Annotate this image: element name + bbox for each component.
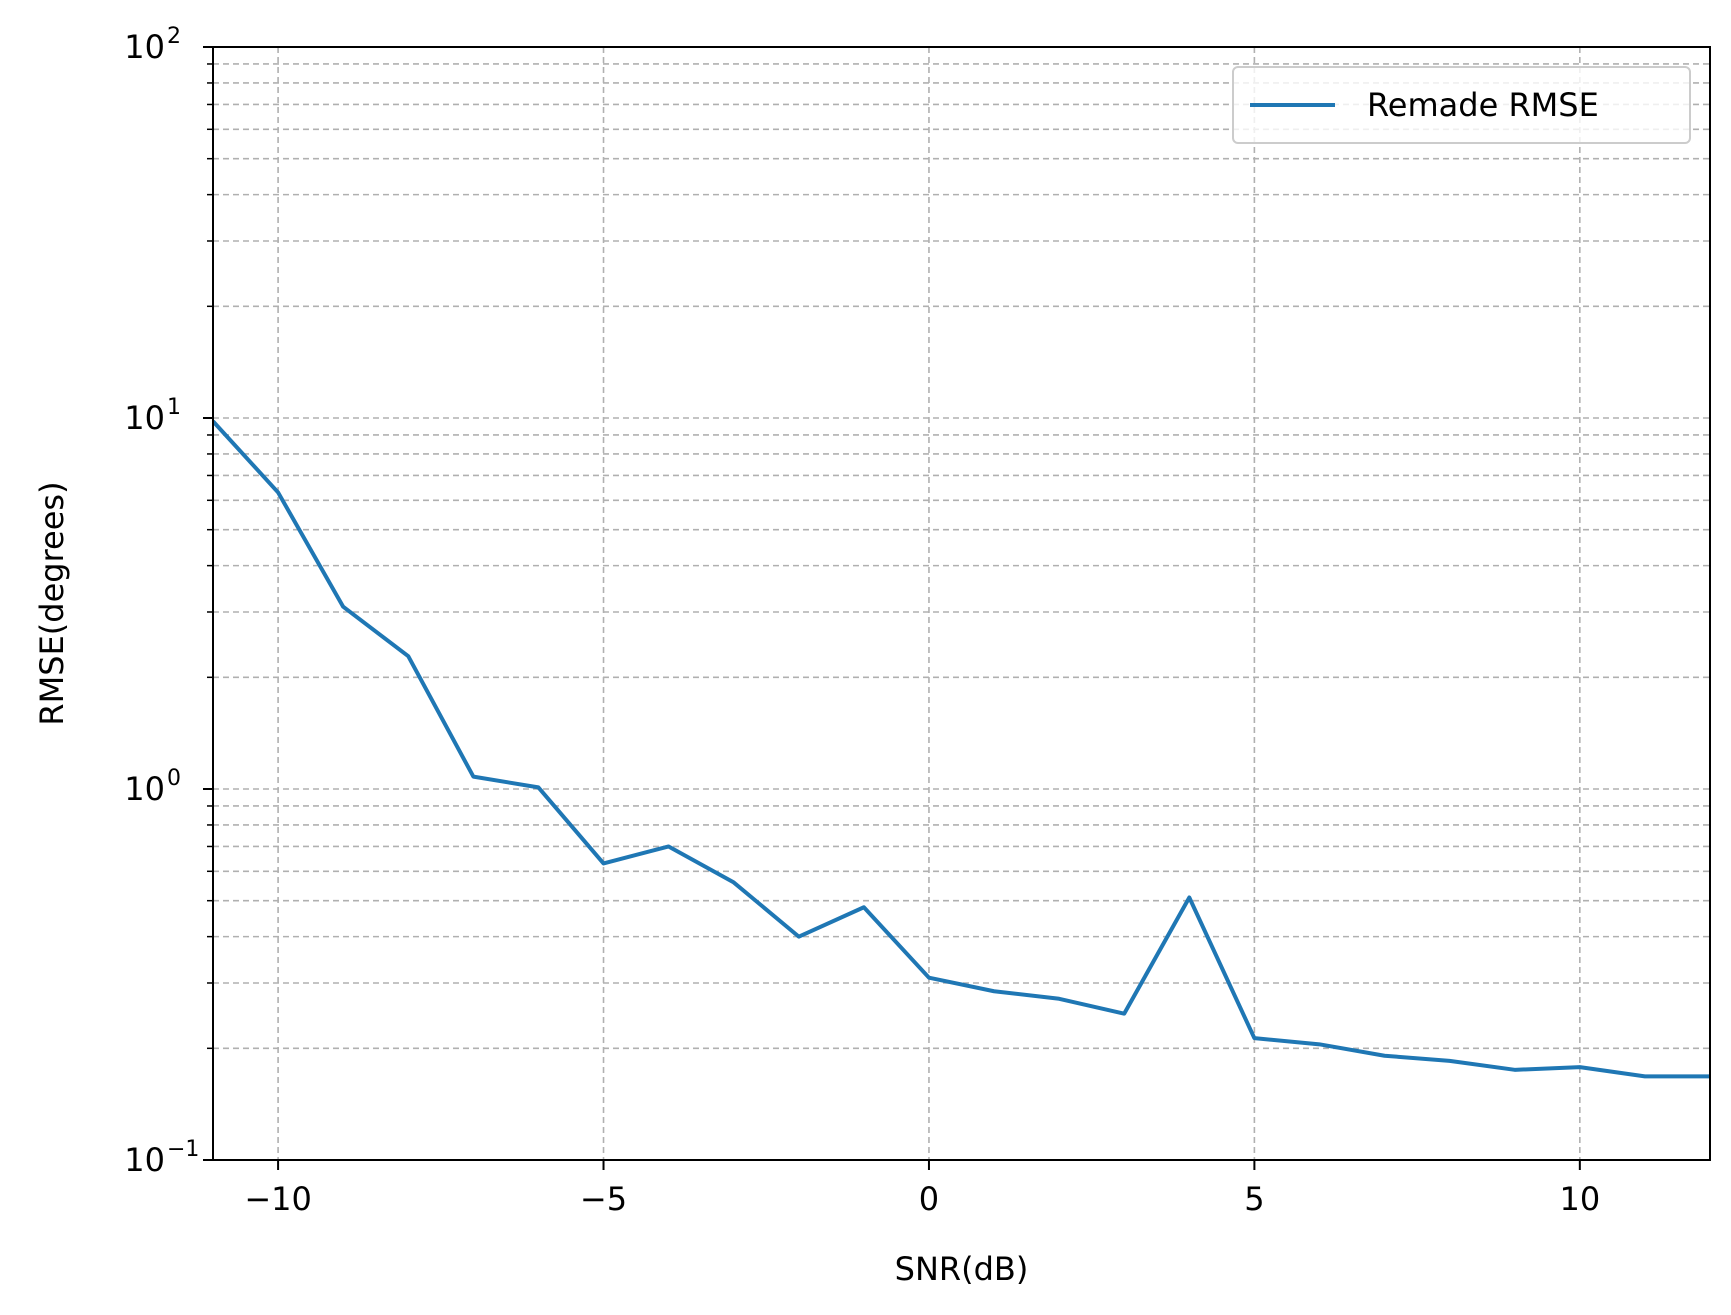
y-tick-label-exponent: 1	[167, 395, 181, 420]
y-tick-label: 10	[124, 770, 165, 808]
x-tick-label: −10	[244, 1180, 312, 1218]
x-tick-label: 5	[1244, 1180, 1264, 1218]
grid-lines	[213, 46, 1710, 1161]
y-tick-label: 10	[124, 1141, 165, 1179]
x-tick-label: 10	[1559, 1180, 1600, 1218]
x-tick-label: 0	[919, 1180, 939, 1218]
y-tick-label-exponent: 2	[167, 24, 181, 49]
y-tick-label-base: 10	[124, 770, 165, 808]
y-tick-label-base: 10	[124, 1141, 165, 1179]
x-tick-label: −5	[580, 1180, 627, 1218]
x-axis-label: SNR(dB)	[895, 1250, 1029, 1288]
legend-box	[1232, 66, 1691, 144]
y-axis-label: RMSE(degrees)	[33, 481, 71, 725]
y-tick-label-base: 10	[124, 28, 165, 66]
y-tick-label-exponent: −1	[167, 1137, 199, 1162]
y-tick-label-base: 10	[124, 399, 165, 437]
series-line-remade-rmse	[213, 419, 1710, 1079]
y-tick-label: 10	[124, 28, 165, 66]
y-tick-label: 10	[124, 399, 165, 437]
legend-label-remade-rmse: Remade RMSE	[1367, 86, 1599, 124]
series-layer	[213, 419, 1710, 1079]
legend: Remade RMSE	[1232, 66, 1691, 144]
y-tick-label-exponent: 0	[167, 766, 181, 791]
plot-area-frame	[212, 46, 1711, 1161]
